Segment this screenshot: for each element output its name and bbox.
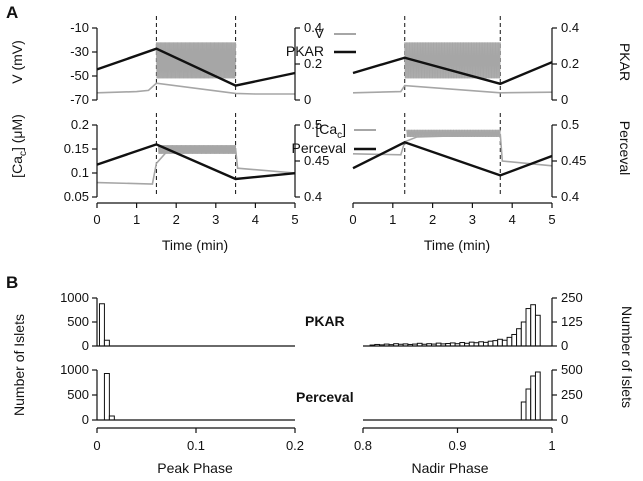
- chart-layer: -10-30-50-700.40.200.40.200.20.150.10.05…: [60, 16, 586, 453]
- A-right-top-right-tick-label-2: 0: [561, 92, 568, 107]
- A-right-bottom-right-tick-label-1: 0.45: [561, 153, 586, 168]
- B-nadir-perceval-y-tick-label-1: 250: [561, 387, 583, 402]
- A-right-bottom-right-tick-label-2: 0.4: [561, 189, 579, 204]
- A-left-bottom-left-tick-label-2: 0.1: [71, 165, 89, 180]
- A-left-top-right-tick-label-2: 0: [304, 92, 311, 107]
- B-nadir-pkar-bar-25: [488, 341, 493, 346]
- A-right-bottom-series-0-line: [353, 135, 552, 166]
- B-nadir-perceval-bar-1: [526, 389, 531, 420]
- B-nadir-pkar-bar-28: [502, 340, 507, 346]
- B-peak-perceval-y-tick-label-0: 1000: [60, 362, 89, 377]
- A-right-bottom-series-1-line: [353, 142, 552, 175]
- A-left-top-series-0-line: [97, 83, 295, 94]
- B-nadir-pkar-bar-33: [526, 309, 531, 346]
- panel-a-label: A: [6, 3, 18, 22]
- A-right-bottom-x-tick-label-0: 0: [349, 212, 356, 227]
- B-nadir-pkar-bar-35: [535, 315, 540, 346]
- A-left-top-left-tick-label-2: -50: [70, 68, 89, 83]
- legend-v-label: V: [315, 25, 325, 41]
- B-nadir-pkar-bar-31: [517, 329, 522, 346]
- B-nadir-perceval-x-tick-label-0: 0.8: [354, 438, 372, 453]
- A-right-top-right-tick-label-0: 0.4: [561, 20, 579, 35]
- B-nadir-pkar-bar-32: [521, 322, 526, 346]
- A-left-bottom-x-tick-label-4: 4: [252, 212, 259, 227]
- B-peak-perceval-x-tick-label-2: 0.2: [286, 438, 304, 453]
- B-peak-perceval-bar-0: [104, 374, 109, 421]
- B-peak-pkar-y-tick-label-2: 0: [82, 338, 89, 353]
- A-right-top-right-tick-label-1: 0.2: [561, 56, 579, 71]
- panel-b-label: B: [6, 273, 18, 292]
- A-left-bottom-x-tick-label-0: 0: [93, 212, 100, 227]
- B-peak-perceval-y-tick-label-1: 500: [67, 387, 89, 402]
- A-left-bottom-left-tick-label-0: 0.2: [71, 117, 89, 132]
- legend-pkar-label: PKAR: [286, 43, 324, 59]
- B-nadir-pkar-bar-23: [479, 342, 484, 346]
- B-nadir-pkar-bar-34: [531, 305, 536, 346]
- B-nadir-perceval-x-tick-label-2: 1: [548, 438, 555, 453]
- A-left-bottom-x-tick-label-5: 5: [291, 212, 298, 227]
- pkar-axis-title: PKAR: [617, 43, 633, 81]
- B-peak-pkar-bar-1: [104, 340, 109, 346]
- legend-perceval-label: Perceval: [292, 140, 346, 156]
- peak-phase-axis-title: Peak Phase: [157, 460, 233, 476]
- A-right-top-series-0-line: [353, 86, 552, 93]
- number-islets-left-title: Number of Islets: [11, 314, 27, 416]
- B-nadir-perceval-y-tick-label-0: 500: [561, 362, 583, 377]
- B-nadir-pkar-bar-26: [493, 341, 498, 346]
- A-right-bottom-right-tick-label-0: 0.5: [561, 117, 579, 132]
- time-axis-title-left: Time (min): [162, 237, 228, 253]
- B-nadir-pkar-y-tick-label-1: 125: [561, 314, 583, 329]
- cac-axis-title-unit: ] (μM): [9, 114, 25, 151]
- A-right-bottom-x-tick-label-3: 3: [469, 212, 476, 227]
- A-left-bottom-x-tick-label-2: 2: [173, 212, 180, 227]
- B-peak-perceval-x-tick-label-0: 0: [93, 438, 100, 453]
- legend-cac-main: [Ca: [315, 121, 337, 137]
- nadir-phase-axis-title: Nadir Phase: [411, 460, 488, 476]
- A-right-bottom-x-tick-label-1: 1: [389, 212, 396, 227]
- B-peak-pkar-y-tick-label-0: 1000: [60, 290, 89, 305]
- A-left-bottom-x-tick-label-1: 1: [133, 212, 140, 227]
- cac-axis-title-main: [Ca: [9, 156, 25, 178]
- perceval-inline-label: Perceval: [296, 389, 354, 405]
- A-right-bottom-x-tick-label-2: 2: [429, 212, 436, 227]
- time-axis-title-right: Time (min): [424, 237, 490, 253]
- B-nadir-pkar-bar-30: [512, 334, 517, 346]
- A-left-bottom-right-tick-label-2: 0.4: [304, 189, 322, 204]
- B-nadir-pkar-y-tick-label-2: 0: [561, 338, 568, 353]
- legend-top: V PKAR: [286, 25, 356, 59]
- B-nadir-perceval-bar-2: [531, 376, 536, 420]
- B-peak-pkar-y-tick-label-1: 500: [67, 314, 89, 329]
- B-nadir-pkar-bar-29: [507, 337, 512, 346]
- A-left-top-left-tick-label-1: -30: [70, 44, 89, 59]
- A-left-bottom-left-tick-label-1: 0.15: [64, 141, 89, 156]
- A-right-bottom-x-tick-label-5: 5: [548, 212, 555, 227]
- B-nadir-perceval-bar-0: [521, 402, 526, 420]
- A-left-top-left-tick-label-0: -10: [70, 20, 89, 35]
- A-right-bottom-x-tick-label-4: 4: [509, 212, 516, 227]
- B-nadir-pkar-y-tick-label-0: 250: [561, 290, 583, 305]
- A-left-top-series-0-burst-fill: [156, 42, 235, 78]
- B-nadir-perceval-x-tick-label-1: 0.9: [448, 438, 466, 453]
- cac-axis-title: [Cac] (μM): [9, 114, 29, 178]
- number-islets-right-title: Number of Islets: [619, 306, 635, 408]
- B-peak-perceval-x-tick-label-1: 0.1: [187, 438, 205, 453]
- B-nadir-perceval-bar-3: [535, 372, 540, 420]
- perceval-axis-title: Perceval: [617, 121, 633, 175]
- legend-cac-close: ]: [342, 121, 346, 137]
- B-peak-pkar-bar-0: [99, 304, 104, 346]
- A-left-bottom-left-tick-label-3: 0.05: [64, 189, 89, 204]
- A-left-top-left-tick-label-3: -70: [70, 92, 89, 107]
- legend-cac-label: [Cac]: [315, 121, 346, 141]
- A-left-bottom-x-tick-label-3: 3: [212, 212, 219, 227]
- B-nadir-perceval-y-tick-label-2: 0: [561, 412, 568, 427]
- B-peak-perceval-y-tick-label-2: 0: [82, 412, 89, 427]
- pkar-inline-label: PKAR: [305, 313, 345, 329]
- B-nadir-pkar-bar-27: [498, 339, 503, 346]
- v-axis-title: V (mV): [9, 40, 25, 84]
